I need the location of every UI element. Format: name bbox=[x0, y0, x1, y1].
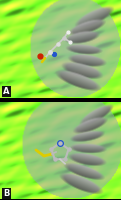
Text: A: A bbox=[3, 87, 10, 96]
Text: B: B bbox=[3, 189, 9, 198]
